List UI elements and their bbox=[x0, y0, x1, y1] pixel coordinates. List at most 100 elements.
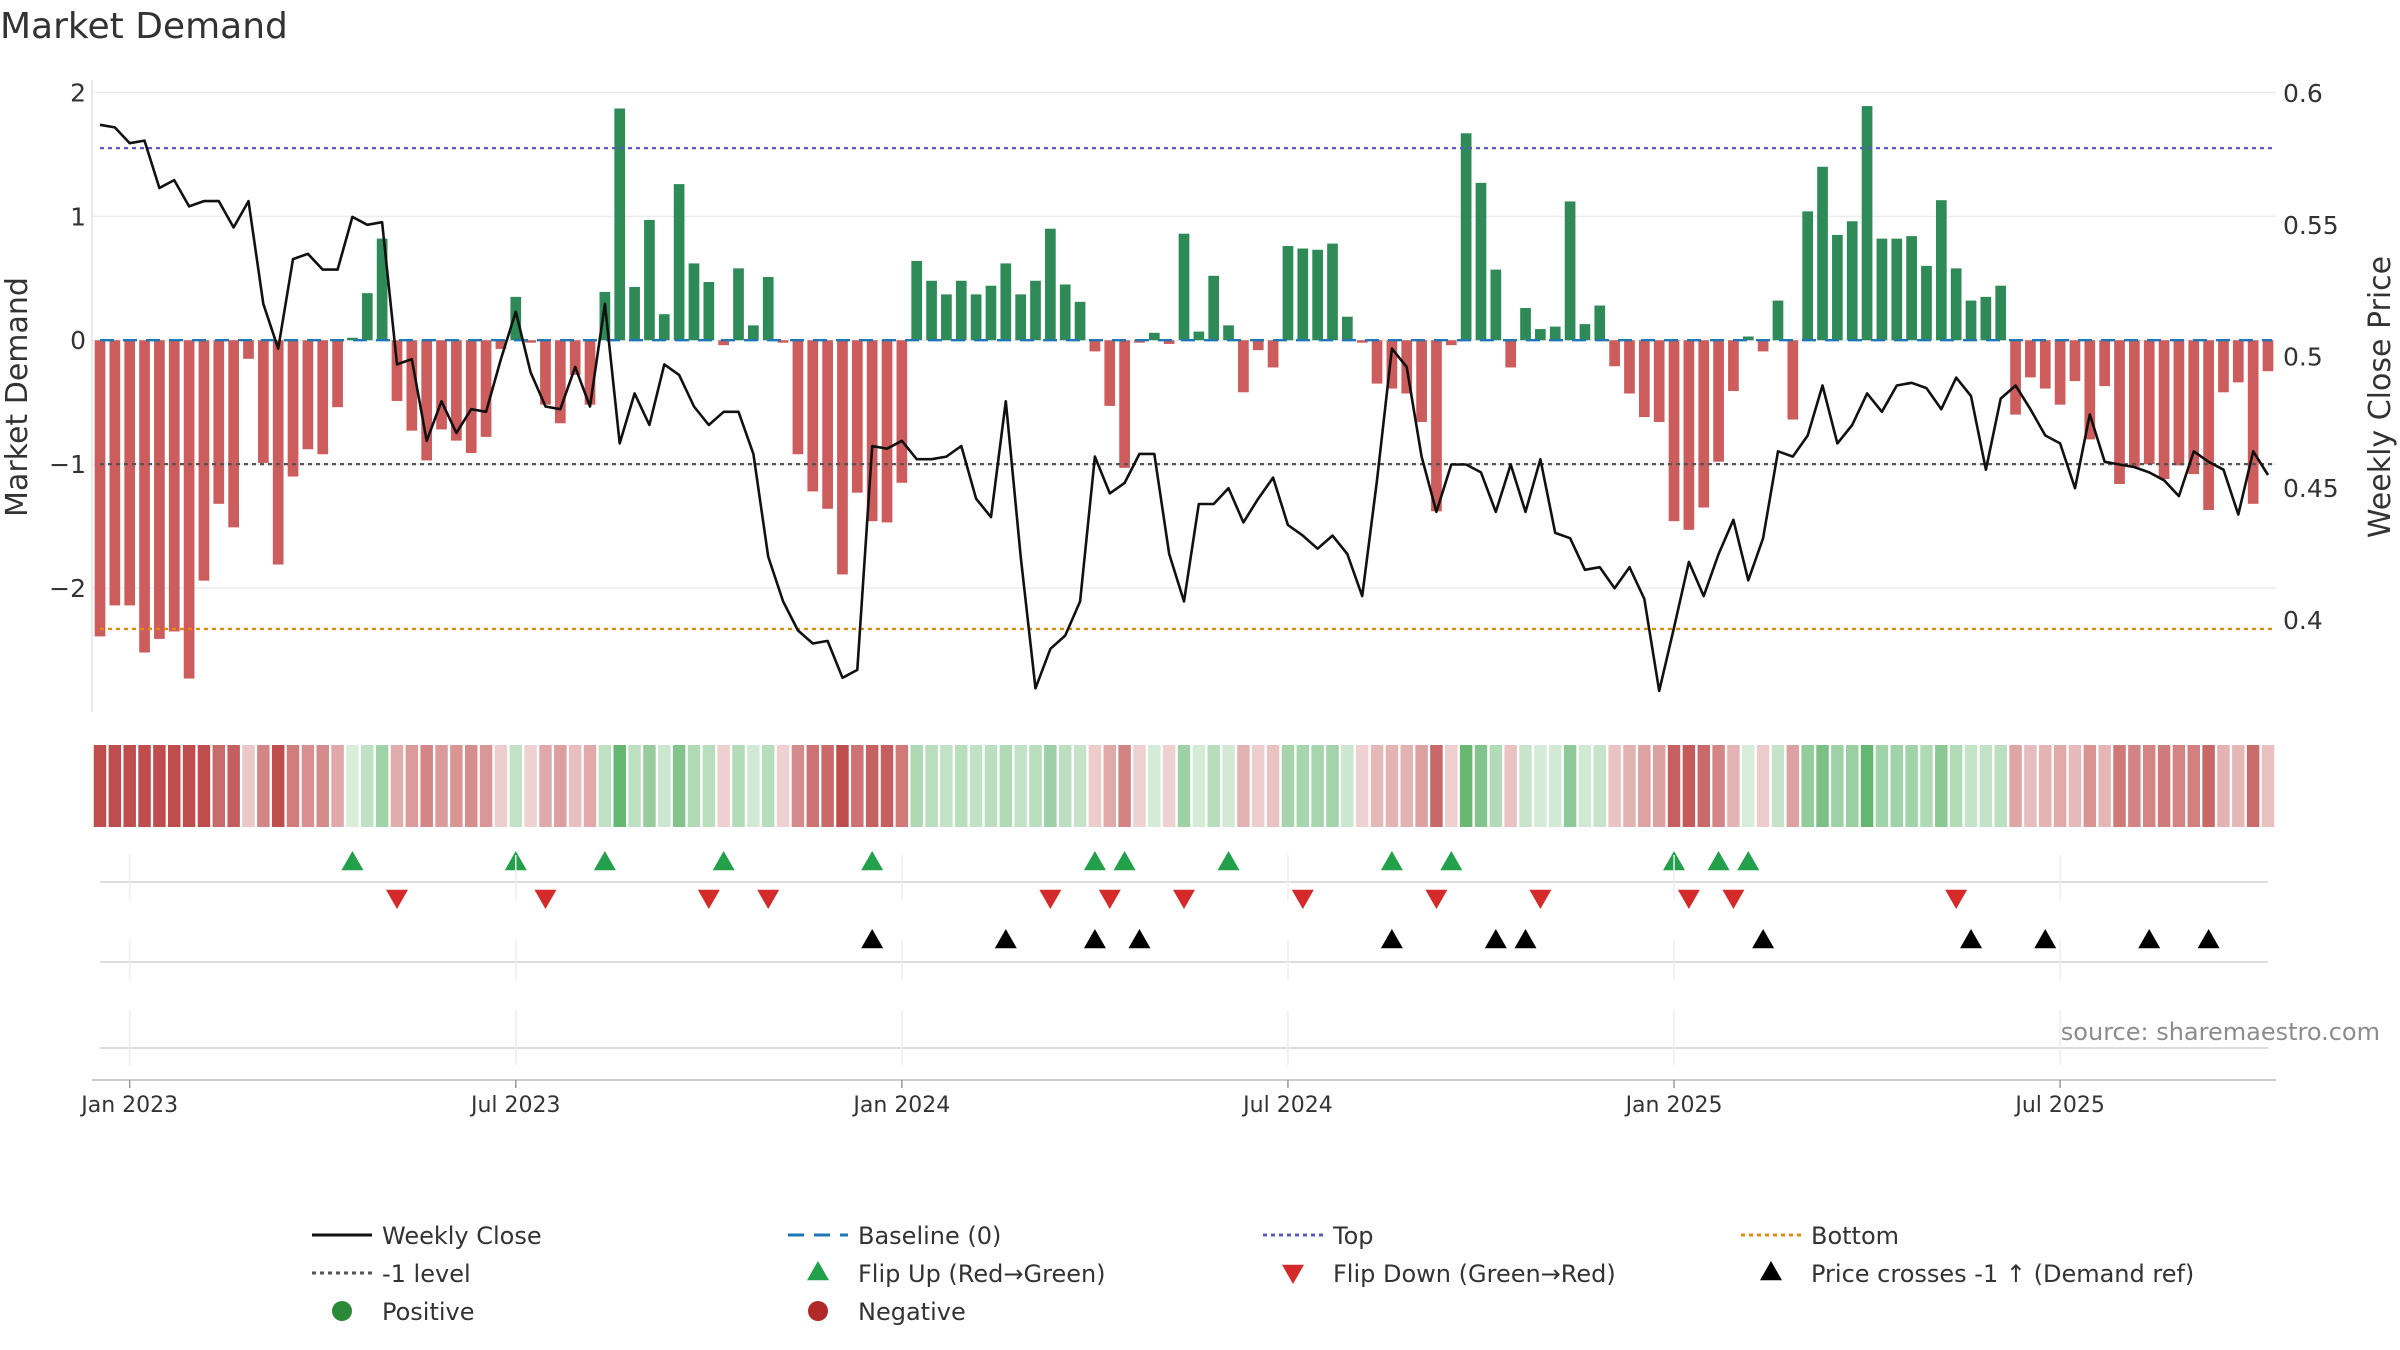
heat-cell bbox=[271, 745, 285, 827]
heat-cell bbox=[643, 745, 656, 827]
demand-bar-negative bbox=[243, 340, 254, 359]
heat-cell bbox=[2128, 745, 2141, 827]
heat-cell bbox=[1816, 745, 1829, 827]
price-cross-marker bbox=[1484, 929, 1507, 949]
price-cross-marker bbox=[1083, 929, 1106, 949]
demand-bar-positive bbox=[1817, 166, 1828, 341]
heat-cell bbox=[2098, 745, 2111, 827]
heat-cell bbox=[717, 745, 730, 827]
demand-bar-negative bbox=[2188, 340, 2200, 475]
flip-down-marker bbox=[697, 889, 720, 909]
demand-bar-negative bbox=[851, 340, 863, 493]
demand-bar-positive bbox=[510, 296, 522, 341]
demand-bar-positive bbox=[644, 220, 655, 341]
heat-cell bbox=[2113, 745, 2126, 827]
heat-cell bbox=[2261, 745, 2275, 827]
heat-cell bbox=[672, 745, 686, 827]
heat-cell bbox=[1459, 745, 1473, 827]
demand-bar-positive bbox=[1891, 238, 1903, 341]
demand-bars bbox=[94, 106, 2274, 679]
flip-up-marker bbox=[593, 851, 616, 871]
demand-bar-negative bbox=[391, 340, 403, 401]
demand-bar-negative bbox=[1638, 340, 1650, 418]
heat-cell bbox=[479, 745, 493, 827]
demand-bar-negative bbox=[569, 340, 581, 375]
legend-swatch-triangle-up bbox=[1760, 1261, 1782, 1281]
demand-bar-negative bbox=[1431, 340, 1442, 512]
heat-cell bbox=[687, 745, 701, 827]
demand-bar-negative bbox=[109, 340, 121, 606]
heat-cell bbox=[776, 745, 790, 827]
heat-cell bbox=[1192, 745, 1206, 827]
heat-cell bbox=[1860, 745, 1874, 827]
y-tick-label-left: 1 bbox=[70, 202, 86, 231]
demand-bar-positive bbox=[1490, 269, 1502, 341]
heat-cell bbox=[1831, 745, 1844, 827]
demand-bar-negative bbox=[2203, 340, 2214, 511]
demand-bar-negative bbox=[2218, 340, 2229, 393]
heat-cell bbox=[1237, 745, 1250, 827]
signal-markers bbox=[341, 851, 2220, 949]
demand-bar-negative bbox=[1163, 340, 1175, 344]
heat-cell bbox=[925, 745, 938, 827]
heat-cell bbox=[464, 745, 478, 827]
demand-bar-negative bbox=[1416, 340, 1427, 423]
demand-bar-positive bbox=[1148, 332, 1160, 341]
demand-bar-negative bbox=[881, 340, 893, 523]
heat-cell bbox=[2217, 745, 2230, 827]
heat-cell bbox=[747, 745, 760, 827]
demand-bar-negative bbox=[540, 340, 551, 405]
legend-label: Weekly Close bbox=[382, 1222, 542, 1250]
demand-bar-negative bbox=[272, 340, 284, 565]
heat-cell bbox=[821, 745, 834, 827]
demand-bar-positive bbox=[1074, 301, 1086, 341]
demand-bar-positive bbox=[1312, 249, 1323, 341]
price-cross-marker bbox=[1380, 929, 1403, 949]
demand-bar-negative bbox=[2010, 340, 2021, 415]
heat-cell bbox=[1667, 745, 1681, 827]
flip-down-marker bbox=[1291, 889, 1314, 909]
y-tick-label-left: −2 bbox=[49, 574, 86, 603]
heat-cell bbox=[1875, 745, 1889, 827]
demand-bar-negative bbox=[584, 340, 596, 405]
heat-cell bbox=[598, 745, 612, 827]
demand-bar-positive bbox=[911, 260, 923, 341]
demand-bar-positive bbox=[1935, 200, 1947, 341]
demand-bar-negative bbox=[257, 340, 269, 463]
x-axis: Jan 2023 Jul 2023 Jan 2024 Jul 2024 Jan 2025… bbox=[79, 855, 2276, 1118]
heat-cell bbox=[1385, 745, 1399, 827]
demand-bar-negative bbox=[124, 340, 136, 606]
heat-cell bbox=[108, 745, 122, 827]
flip-down-marker bbox=[1722, 889, 1745, 909]
heat-cell bbox=[524, 745, 537, 827]
demand-bar-positive bbox=[970, 294, 982, 341]
x-tick-label: Jul 2025 bbox=[2013, 1093, 2105, 1118]
flip-up-marker bbox=[341, 851, 364, 871]
heat-cell bbox=[257, 745, 270, 827]
demand-bar-negative bbox=[1445, 340, 1457, 346]
heat-cell bbox=[1341, 745, 1354, 827]
demand-bar-negative bbox=[2129, 340, 2140, 467]
heat-cell bbox=[1162, 745, 1176, 827]
demand-bar-negative bbox=[1728, 340, 1739, 392]
heat-cell bbox=[1266, 745, 1280, 827]
heat-cell bbox=[2024, 745, 2037, 827]
demand-bar-negative bbox=[2114, 340, 2125, 484]
demand-bar-positive bbox=[985, 285, 997, 341]
demand-bar-negative bbox=[451, 340, 462, 441]
legend-swatch-circle bbox=[332, 1301, 352, 1321]
price-cross-marker bbox=[1960, 929, 1983, 949]
y-tick-label-right: 0.4 bbox=[2283, 606, 2323, 635]
demand-bar-negative bbox=[480, 340, 492, 437]
heat-cell bbox=[435, 745, 448, 827]
heat-cell bbox=[1712, 745, 1725, 827]
heat-cell bbox=[895, 745, 909, 827]
demand-bar-negative bbox=[1134, 340, 1145, 343]
heat-cell bbox=[1370, 745, 1384, 827]
heat-cell bbox=[182, 745, 196, 827]
heat-cell bbox=[420, 745, 433, 827]
heat-cell bbox=[153, 745, 166, 827]
demand-bar-negative bbox=[2232, 340, 2244, 383]
heat-cell bbox=[1905, 745, 1918, 827]
heat-cell bbox=[554, 745, 567, 827]
